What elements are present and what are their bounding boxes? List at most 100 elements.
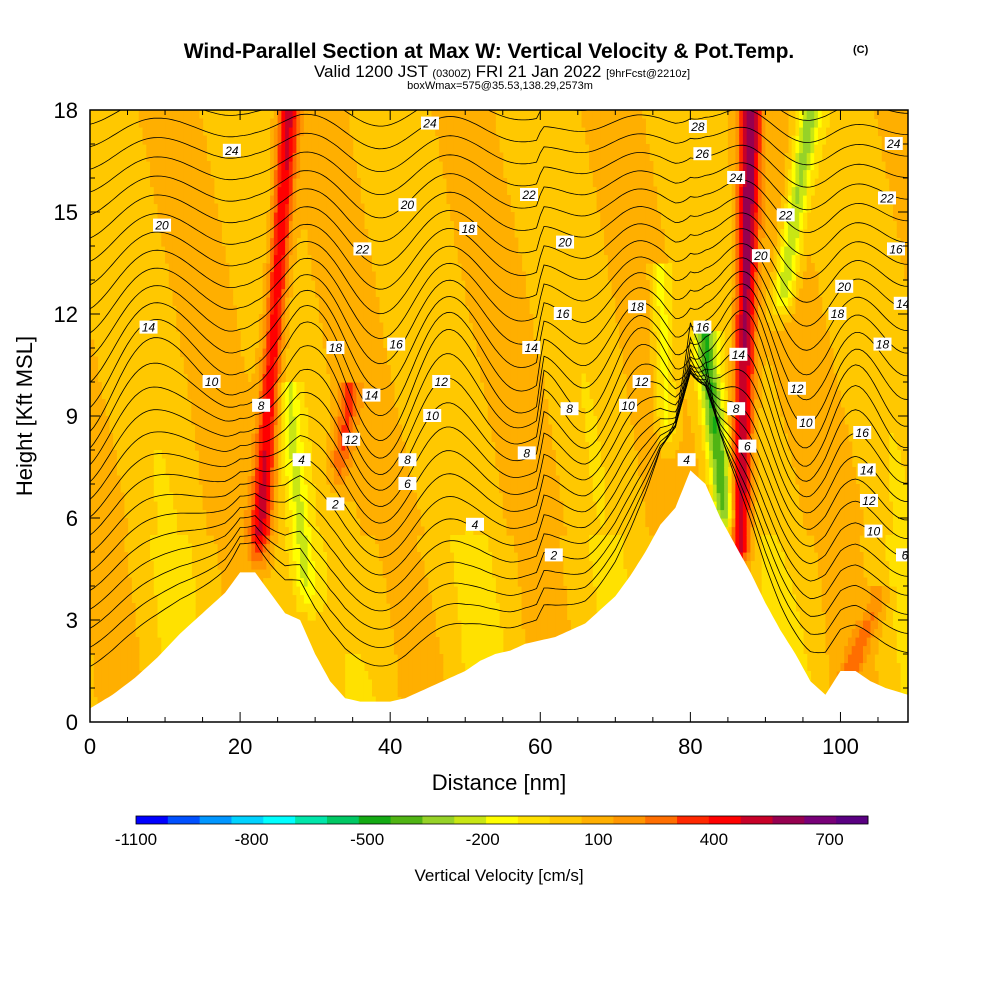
velocity-cell	[311, 611, 316, 621]
velocity-cell	[401, 586, 406, 596]
velocity-cell	[97, 458, 102, 468]
velocity-cell	[105, 518, 110, 528]
velocity-cell	[270, 229, 275, 239]
velocity-cell	[480, 110, 485, 120]
velocity-cell	[521, 518, 526, 528]
velocity-cell	[198, 322, 204, 332]
velocity-cell	[315, 212, 320, 222]
velocity-cell	[472, 569, 478, 579]
velocity-cell	[285, 237, 290, 247]
velocity-cell	[93, 509, 99, 519]
velocity-cell	[251, 552, 256, 562]
velocity-cell	[176, 611, 181, 621]
velocity-cell	[285, 297, 290, 307]
velocity-cell	[536, 518, 541, 528]
velocity-cell	[491, 594, 496, 604]
velocity-cell	[183, 611, 189, 621]
velocity-cell	[97, 637, 102, 647]
velocity-cell	[262, 314, 267, 324]
velocity-cell	[401, 662, 406, 672]
velocity-cell	[195, 416, 200, 426]
velocity-cell	[322, 339, 327, 349]
velocity-cell	[93, 365, 99, 375]
velocity-cell	[525, 637, 530, 647]
velocity-cell	[191, 305, 196, 315]
velocity-cell	[191, 611, 196, 621]
velocity-cell	[356, 356, 361, 366]
velocity-cell	[517, 467, 523, 477]
velocity-cell	[315, 203, 320, 213]
velocity-cell	[180, 237, 185, 247]
velocity-cell	[337, 407, 342, 417]
velocity-cell	[198, 169, 204, 179]
velocity-cell	[562, 620, 568, 630]
velocity-cell	[307, 144, 312, 154]
velocity-cell	[202, 169, 207, 179]
velocity-cell	[378, 526, 384, 536]
velocity-cell	[165, 203, 170, 213]
velocity-cell	[420, 577, 425, 587]
velocity-cell	[483, 577, 489, 587]
velocity-cell	[292, 535, 297, 545]
velocity-cell	[371, 399, 376, 409]
velocity-cell	[596, 552, 601, 562]
velocity-cell	[251, 475, 256, 485]
velocity-cell	[514, 535, 519, 545]
velocity-cell	[326, 229, 331, 239]
velocity-cell	[521, 577, 526, 587]
velocity-cell	[367, 288, 373, 298]
velocity-cell	[157, 467, 162, 477]
velocity-cell	[255, 501, 260, 511]
velocity-cell	[318, 178, 324, 188]
velocity-cell	[217, 220, 222, 230]
velocity-cell	[187, 178, 192, 188]
velocity-cell	[153, 450, 159, 460]
velocity-cell	[266, 407, 271, 417]
velocity-cell	[472, 535, 478, 545]
velocity-cell	[345, 195, 350, 205]
velocity-cell	[476, 271, 481, 281]
velocity-cell	[525, 382, 530, 392]
velocity-cell	[288, 492, 294, 502]
velocity-cell	[168, 203, 174, 213]
velocity-cell	[483, 254, 489, 264]
velocity-cell	[536, 603, 541, 613]
velocity-cell	[296, 441, 301, 451]
velocity-cell	[348, 475, 354, 485]
velocity-cell	[112, 688, 117, 698]
velocity-cell	[210, 416, 215, 426]
velocity-cell	[476, 535, 481, 545]
velocity-cell	[495, 458, 500, 468]
velocity-cell	[281, 280, 286, 290]
velocity-cell	[292, 543, 297, 553]
velocity-cell	[251, 518, 256, 528]
velocity-cell	[330, 280, 335, 290]
velocity-cell	[236, 492, 241, 502]
velocity-cell	[262, 526, 267, 536]
velocity-cell	[131, 628, 136, 638]
velocity-cell	[427, 662, 433, 672]
velocity-cell	[352, 382, 358, 392]
velocity-cell	[401, 509, 406, 519]
velocity-cell	[180, 603, 185, 613]
velocity-cell	[596, 178, 601, 188]
velocity-cell	[363, 688, 369, 698]
velocity-cell	[592, 110, 598, 120]
velocity-cell	[217, 518, 222, 528]
velocity-cell	[292, 254, 297, 264]
velocity-cell	[360, 518, 365, 528]
velocity-cell	[600, 492, 605, 502]
velocity-cell	[281, 135, 286, 145]
velocity-cell	[105, 586, 110, 596]
velocity-cell	[472, 178, 478, 188]
velocity-cell	[547, 603, 553, 613]
velocity-cell	[405, 543, 410, 553]
velocity-cell	[461, 552, 466, 562]
velocity-cell	[202, 186, 207, 196]
velocity-cell	[176, 246, 181, 256]
velocity-cell	[180, 271, 185, 281]
chart-title-mark: (C)	[853, 44, 869, 56]
velocity-cell	[525, 373, 530, 383]
velocity-cell	[341, 280, 346, 290]
velocity-cell	[517, 526, 523, 536]
